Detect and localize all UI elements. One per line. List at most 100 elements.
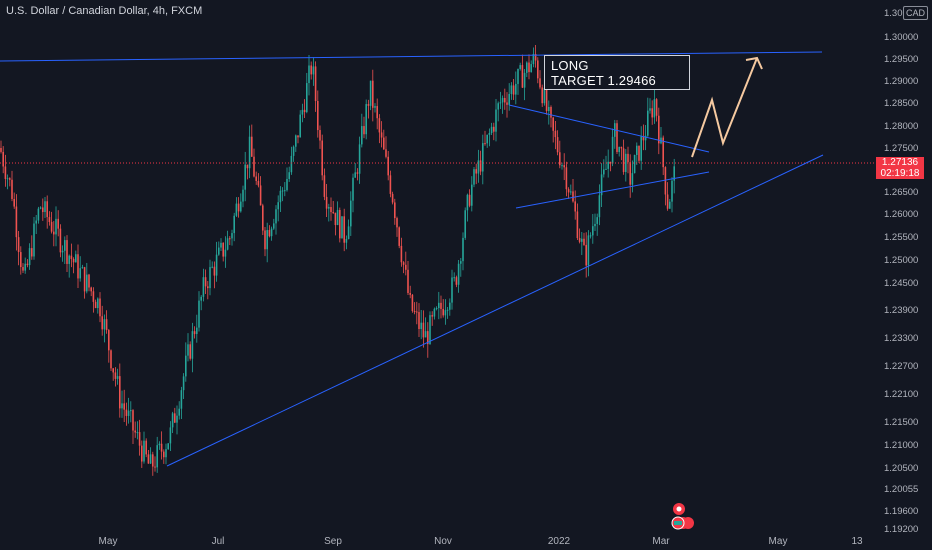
candle-body: [262, 205, 264, 231]
candle-body: [653, 99, 656, 118]
y-tick-label: 1.29000: [884, 76, 918, 87]
candle-body: [167, 443, 169, 450]
candle-body: [211, 266, 213, 268]
candle-body: [244, 164, 246, 190]
last-price-value: 1.27136: [881, 157, 919, 168]
candle-body: [352, 177, 354, 201]
long-target-note[interactable]: LONG TARGET 1.29466: [544, 55, 690, 90]
candle-body: [174, 413, 176, 423]
projection-path: [691, 57, 758, 158]
candle-body: [189, 344, 191, 359]
candle-body: [473, 169, 475, 185]
candle-body: [567, 189, 570, 193]
candle-body: [649, 108, 651, 111]
candle-body: [451, 277, 453, 303]
candle-body: [475, 169, 477, 174]
currency-badge[interactable]: CAD: [903, 6, 928, 20]
y-tick-label: 1.25500: [884, 232, 918, 243]
candle-body: [290, 155, 293, 173]
candle-body: [363, 126, 365, 135]
candle-body: [196, 327, 198, 335]
candle-body: [358, 144, 361, 174]
candle-body: [620, 146, 623, 149]
candle-body: [334, 212, 337, 226]
candle-body: [77, 254, 79, 279]
candle-body: [655, 99, 658, 116]
candle-body: [405, 264, 407, 270]
candle-body: [468, 194, 471, 206]
candle-body: [176, 415, 178, 423]
y-tick-label: 1.21000: [884, 440, 918, 451]
candle-body: [429, 315, 431, 345]
candle-body: [160, 443, 163, 452]
candle-body: [6, 178, 9, 180]
candle-body: [281, 190, 284, 192]
candle-body: [466, 194, 469, 211]
candle-body: [158, 443, 161, 446]
candle-body: [319, 130, 321, 141]
x-tick-label: May: [99, 536, 118, 547]
candle-body: [380, 132, 383, 138]
candle-body: [88, 274, 90, 288]
candle-body: [347, 226, 350, 240]
bar-countdown: 02:19:18: [880, 168, 920, 179]
candle-body: [64, 240, 66, 251]
candle-body: [226, 238, 229, 250]
candle-body: [572, 191, 574, 202]
x-tick-label: Jul: [212, 536, 225, 547]
candle-body: [550, 106, 552, 118]
price-axis[interactable]: 1.30500 1.30000 1.29500 1.29000 1.28500 1.280…: [884, 8, 918, 535]
candle-body: [369, 80, 372, 106]
candle-body: [266, 230, 268, 250]
candle-body: [112, 368, 114, 373]
candle-body: [552, 117, 554, 131]
candle-body: [345, 239, 348, 243]
candle-body: [592, 226, 594, 236]
candle-body: [81, 267, 84, 269]
candle-body: [372, 80, 374, 108]
candle-body: [400, 245, 403, 263]
candle-body: [187, 344, 189, 356]
candle-body: [398, 227, 400, 246]
candle-body: [237, 203, 240, 212]
candle-body: [121, 403, 123, 409]
candle-body: [576, 211, 579, 239]
candle-body: [402, 262, 405, 265]
candle-body: [303, 109, 306, 113]
candle-body: [116, 376, 119, 379]
candle-body: [169, 427, 172, 444]
candle-body: [493, 126, 495, 132]
candle-body: [455, 277, 458, 285]
y-tick-label: 1.20500: [884, 463, 918, 474]
candle-body: [587, 235, 590, 266]
candle-body: [378, 118, 381, 133]
candle-body: [336, 209, 339, 226]
symbol-title: U.S. Dollar / Canadian Dollar, 4h, FXCM: [6, 5, 203, 17]
candle-body: [231, 233, 233, 239]
x-tick-label: Mar: [652, 536, 670, 547]
candle-body: [435, 308, 438, 310]
candle-body: [633, 154, 636, 174]
candle-body: [523, 72, 526, 88]
candle-body: [284, 190, 286, 192]
candle-body: [328, 207, 330, 209]
candle-body: [50, 222, 53, 232]
candle-body: [233, 215, 235, 234]
candle-body: [565, 167, 568, 190]
candle-body: [4, 166, 7, 179]
candle-body: [361, 126, 363, 145]
candle-body: [482, 143, 484, 172]
candle-body: [420, 322, 422, 330]
candle-body: [356, 172, 359, 174]
candle-body: [61, 250, 64, 253]
candle-body: [325, 196, 328, 209]
candle-body: [499, 102, 502, 104]
candle-body: [374, 106, 376, 108]
candle-body: [222, 242, 224, 257]
time-axis[interactable]: May Jul Sep Nov 2022 Mar May 13: [99, 536, 863, 547]
candle-body: [94, 301, 97, 309]
candle-body: [418, 312, 420, 330]
event-markers[interactable]: [671, 503, 694, 530]
candle-body: [631, 173, 634, 185]
